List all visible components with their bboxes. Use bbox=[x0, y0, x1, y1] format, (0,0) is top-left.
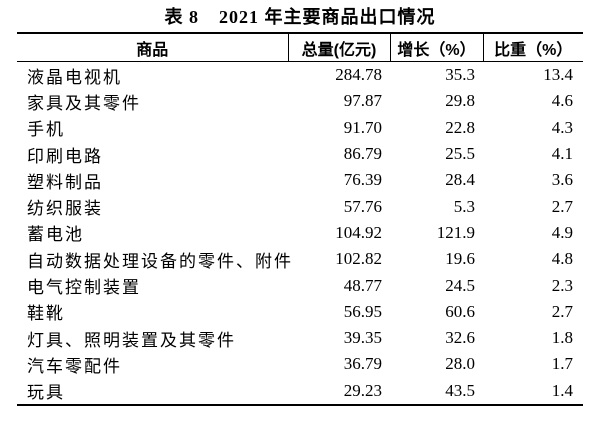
commodity-name: 自动数据处理设备的零件、附件 bbox=[27, 251, 293, 271]
growth-value: 28.4 bbox=[445, 170, 475, 190]
total-value: 36.79 bbox=[343, 354, 382, 374]
growth-value: 25.5 bbox=[445, 144, 475, 164]
table-row: 自动数据处理设备的零件、附件 102.82 19.6 4.8 bbox=[17, 246, 583, 272]
total-value: 102.82 bbox=[335, 249, 382, 269]
commodity-name: 家具及其零件 bbox=[27, 93, 141, 113]
growth-value: 5.3 bbox=[453, 196, 475, 216]
table-row: 家具及其零件 97.87 29.8 4.6 bbox=[17, 88, 583, 114]
commodity-name: 汽车零配件 bbox=[27, 356, 122, 376]
commodity-name: 鞋靴 bbox=[27, 304, 65, 324]
table-row: 玩具 29.23 43.5 1.4 bbox=[17, 378, 583, 405]
header-row: 商品 总量(亿元) 增长（%） 比重（%） bbox=[17, 33, 583, 62]
total-value: 86.79 bbox=[343, 144, 382, 164]
growth-value: 121.9 bbox=[436, 222, 475, 242]
growth-value: 22.8 bbox=[445, 117, 475, 137]
share-value: 1.7 bbox=[551, 354, 573, 374]
col-header-growth: 增长（%） bbox=[389, 33, 483, 62]
table-row: 灯具、照明装置及其零件 39.35 32.6 1.8 bbox=[17, 325, 583, 351]
table-row: 电气控制装置 48.77 24.5 2.3 bbox=[17, 272, 583, 298]
total-value: 29.23 bbox=[343, 380, 382, 400]
total-value: 57.76 bbox=[343, 196, 382, 216]
share-value: 4.3 bbox=[551, 117, 573, 137]
commodity-name: 塑料制品 bbox=[27, 172, 103, 192]
table-row: 液晶电视机 284.78 35.3 13.4 bbox=[17, 62, 583, 89]
commodity-name: 印刷电路 bbox=[27, 146, 103, 166]
total-value: 104.92 bbox=[335, 222, 382, 242]
commodity-name: 电气控制装置 bbox=[27, 278, 141, 298]
export-table: 商品 总量(亿元) 增长（%） 比重（%） 液晶电视机 284.78 35.3 … bbox=[17, 32, 583, 406]
document-page: 表 8 2021 年主要商品出口情况 商品 总量(亿元) 增长（%） 比重（%） … bbox=[17, 4, 583, 406]
total-value: 97.87 bbox=[343, 91, 382, 111]
share-value: 4.6 bbox=[551, 91, 573, 111]
col-header-commodity: 商品 bbox=[17, 33, 288, 62]
commodity-name: 蓄电池 bbox=[27, 225, 84, 245]
table-row: 纺织服装 57.76 5.3 2.7 bbox=[17, 193, 583, 219]
total-value: 76.39 bbox=[343, 170, 382, 190]
table-caption: 表 8 2021 年主要商品出口情况 bbox=[17, 4, 583, 30]
commodity-name: 纺织服装 bbox=[27, 199, 103, 219]
growth-value: 43.5 bbox=[445, 380, 475, 400]
total-value: 39.35 bbox=[343, 328, 382, 348]
share-value: 4.1 bbox=[551, 144, 573, 164]
table-row: 鞋靴 56.95 60.6 2.7 bbox=[17, 299, 583, 325]
share-value: 2.3 bbox=[551, 275, 573, 295]
share-value: 2.7 bbox=[551, 301, 573, 321]
growth-value: 35.3 bbox=[445, 65, 475, 85]
commodity-name: 玩具 bbox=[27, 383, 65, 403]
share-value: 3.6 bbox=[551, 170, 573, 190]
col-header-total: 总量(亿元) bbox=[287, 33, 390, 62]
col-header-share: 比重（%） bbox=[482, 33, 583, 62]
growth-value: 32.6 bbox=[445, 328, 475, 348]
commodity-name: 手机 bbox=[27, 120, 65, 140]
growth-value: 28.0 bbox=[445, 354, 475, 374]
growth-value: 60.6 bbox=[445, 301, 475, 321]
total-value: 56.95 bbox=[343, 301, 382, 321]
share-value: 4.9 bbox=[551, 222, 573, 242]
total-value: 284.78 bbox=[335, 65, 382, 85]
table-row: 塑料制品 76.39 28.4 3.6 bbox=[17, 167, 583, 193]
table-row: 蓄电池 104.92 121.9 4.9 bbox=[17, 220, 583, 246]
table-number: 表 8 bbox=[164, 7, 199, 27]
commodity-name: 液晶电视机 bbox=[27, 67, 122, 87]
total-value: 91.70 bbox=[343, 117, 382, 137]
share-value: 13.4 bbox=[543, 65, 573, 85]
growth-value: 29.8 bbox=[445, 91, 475, 111]
table-row: 印刷电路 86.79 25.5 4.1 bbox=[17, 141, 583, 167]
share-value: 4.8 bbox=[551, 249, 573, 269]
commodity-name: 灯具、照明装置及其零件 bbox=[27, 330, 236, 350]
share-value: 1.8 bbox=[551, 328, 573, 348]
total-value: 48.77 bbox=[343, 275, 382, 295]
share-value: 2.7 bbox=[551, 196, 573, 216]
table-title: 2021 年主要商品出口情况 bbox=[219, 7, 436, 27]
share-value: 1.4 bbox=[551, 380, 573, 400]
table-row: 手机 91.70 22.8 4.3 bbox=[17, 115, 583, 141]
table-body: 液晶电视机 284.78 35.3 13.4 家具及其零件 97.87 29.8… bbox=[17, 62, 583, 405]
table-header: 商品 总量(亿元) 增长（%） 比重（%） bbox=[17, 33, 583, 62]
growth-value: 19.6 bbox=[445, 249, 475, 269]
growth-value: 24.5 bbox=[445, 275, 475, 295]
table-row: 汽车零配件 36.79 28.0 1.7 bbox=[17, 351, 583, 377]
